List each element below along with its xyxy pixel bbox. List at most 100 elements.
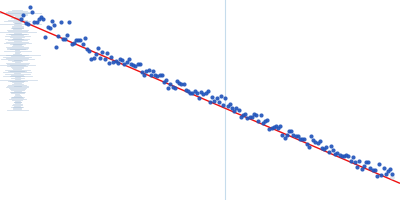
- Point: [114, 62, 121, 65]
- Point: [86, 49, 92, 52]
- Point: [112, 60, 119, 63]
- Point: [209, 95, 216, 98]
- Point: [326, 151, 332, 154]
- Point: [382, 173, 389, 176]
- Point: [187, 91, 194, 95]
- Point: [60, 37, 66, 40]
- Point: [192, 90, 198, 93]
- Point: [277, 125, 284, 128]
- Point: [36, 18, 42, 21]
- Point: [372, 168, 378, 171]
- Point: [198, 90, 204, 94]
- Point: [367, 167, 374, 170]
- Point: [211, 99, 218, 102]
- Point: [257, 113, 264, 117]
- Point: [347, 160, 354, 163]
- Point: [358, 167, 365, 170]
- Point: [374, 175, 380, 178]
- Point: [242, 112, 248, 115]
- Point: [312, 141, 319, 144]
- Point: [18, 17, 24, 21]
- Point: [194, 91, 200, 94]
- Point: [128, 63, 134, 66]
- Point: [200, 93, 207, 96]
- Point: [119, 58, 125, 61]
- Point: [299, 138, 306, 141]
- Point: [248, 115, 255, 118]
- Point: [292, 134, 299, 137]
- Point: [216, 100, 222, 103]
- Point: [126, 58, 132, 61]
- Point: [29, 10, 35, 14]
- Point: [328, 144, 334, 148]
- Point: [178, 82, 185, 86]
- Point: [284, 134, 290, 137]
- Point: [53, 46, 60, 49]
- Point: [38, 15, 44, 18]
- Point: [363, 160, 369, 164]
- Point: [51, 23, 57, 27]
- Point: [90, 56, 97, 59]
- Point: [260, 121, 266, 124]
- Point: [270, 126, 277, 129]
- Point: [40, 18, 46, 21]
- Point: [306, 145, 312, 149]
- Point: [167, 82, 174, 85]
- Point: [97, 56, 104, 59]
- Point: [356, 160, 362, 163]
- Point: [262, 119, 268, 122]
- Point: [330, 148, 336, 151]
- Point: [229, 106, 235, 109]
- Point: [244, 116, 250, 119]
- Point: [226, 103, 233, 106]
- Point: [66, 20, 73, 24]
- Point: [93, 52, 99, 55]
- Point: [189, 92, 196, 95]
- Point: [387, 168, 393, 171]
- Point: [360, 164, 367, 167]
- Point: [145, 68, 152, 71]
- Point: [62, 37, 68, 41]
- Point: [205, 90, 211, 93]
- Point: [231, 110, 237, 113]
- Point: [253, 113, 259, 117]
- Point: [136, 62, 143, 66]
- Point: [22, 22, 29, 25]
- Point: [68, 43, 75, 46]
- Point: [148, 74, 154, 77]
- Point: [158, 73, 165, 77]
- Point: [273, 124, 279, 128]
- Point: [31, 21, 38, 24]
- Point: [220, 103, 226, 106]
- Point: [108, 55, 114, 58]
- Point: [161, 80, 167, 83]
- Point: [380, 167, 387, 170]
- Point: [80, 42, 86, 45]
- Point: [174, 79, 180, 82]
- Point: [279, 134, 286, 137]
- Point: [75, 39, 82, 42]
- Point: [84, 48, 90, 51]
- Point: [77, 39, 84, 42]
- Point: [266, 128, 272, 131]
- Point: [152, 73, 158, 77]
- Point: [117, 57, 123, 61]
- Point: [235, 109, 242, 112]
- Point: [343, 153, 349, 156]
- Point: [42, 36, 48, 39]
- Point: [317, 140, 323, 143]
- Point: [310, 138, 316, 141]
- Point: [176, 81, 182, 84]
- Point: [345, 154, 352, 157]
- Point: [46, 26, 53, 30]
- Point: [73, 39, 79, 42]
- Point: [369, 168, 376, 171]
- Point: [132, 65, 138, 68]
- Point: [27, 5, 33, 8]
- Point: [288, 129, 294, 133]
- Point: [44, 25, 51, 28]
- Point: [110, 61, 116, 64]
- Point: [134, 62, 141, 66]
- Point: [389, 175, 396, 178]
- Point: [33, 20, 40, 24]
